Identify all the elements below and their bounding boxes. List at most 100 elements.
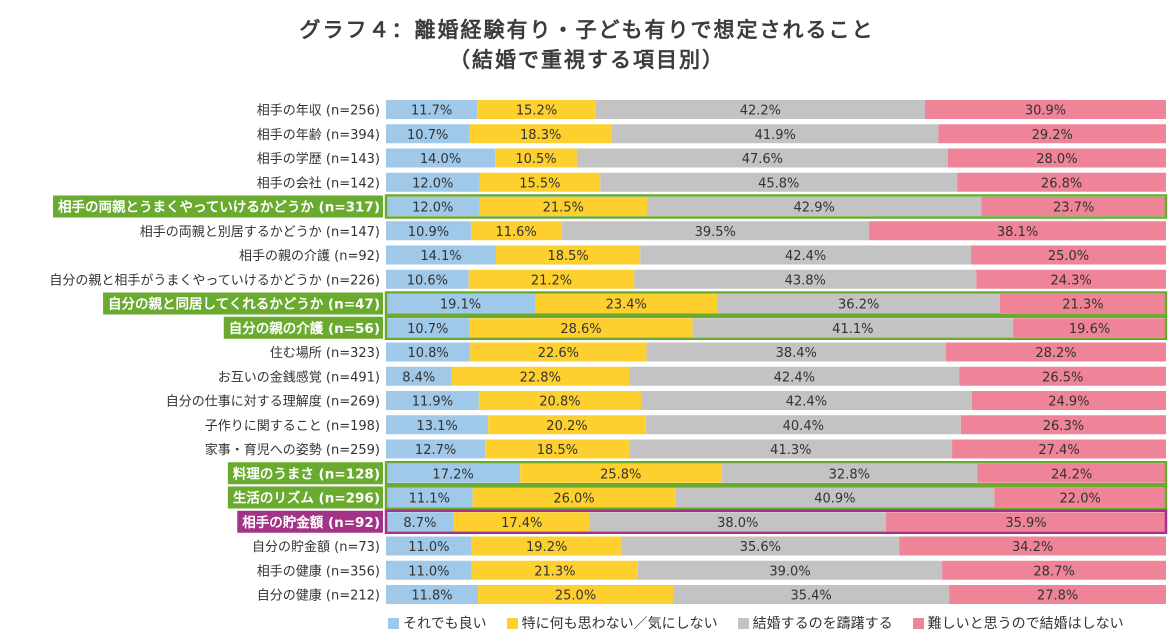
bar-segment (479, 172, 601, 192)
data-label: 25.8% (600, 467, 641, 482)
data-label: 26.5% (1042, 370, 1083, 385)
chart-legend: それでも良い 特に何も思わない／気にしない 結婚するのを躊躇する 難しいと思うの… (388, 613, 1124, 633)
data-label: 12.7% (415, 443, 456, 458)
bar-segment (386, 366, 452, 386)
data-label: 17.4% (501, 516, 542, 531)
bar-segment (561, 221, 870, 241)
bar-segment (885, 512, 1166, 532)
legend-label-3: 難しいと思うので結婚はしない (927, 616, 1124, 632)
category-label: 相手の会社 (n=142) (257, 175, 380, 191)
bar-segment (386, 439, 486, 459)
data-label: 28.6% (560, 322, 601, 337)
category-label: 相手の親の介護 (n=92) (239, 248, 380, 264)
bar-segment (534, 294, 718, 313)
bar-segment (386, 172, 480, 192)
category-highlight (103, 292, 383, 315)
bar-segment (520, 463, 722, 483)
data-label: 11.8% (411, 589, 452, 604)
data-label: 42.4% (785, 249, 826, 264)
bar-segment (621, 536, 900, 556)
bar-segment (386, 536, 472, 556)
data-label: 8.4% (402, 370, 435, 385)
chart-title: グラフ４：離婚経験有り・子ども有りで想定されること (299, 18, 875, 42)
data-label: 24.2% (1051, 467, 1092, 482)
bar-segment (949, 585, 1166, 604)
data-label: 29.2% (1032, 128, 1073, 143)
bar-segment (386, 269, 469, 289)
data-label: 42.4% (774, 370, 815, 385)
data-label: 40.9% (814, 492, 855, 507)
data-label: 14.1% (420, 249, 461, 264)
category-label: 子作りに関すること (n=198) (205, 419, 380, 434)
bar-segment (479, 197, 648, 216)
data-label: 30.9% (1025, 104, 1066, 119)
data-label: 21.3% (1062, 298, 1103, 313)
bar-segment (869, 221, 1166, 241)
bar-segment (959, 366, 1166, 386)
bar-segment (471, 536, 622, 556)
bar-segment (640, 245, 971, 265)
bar-segment (942, 560, 1166, 580)
legend-item-2: 結婚するのを躊躇する (737, 613, 893, 633)
category-label: 相手の年収 (n=256) (257, 104, 380, 119)
data-label: 12.0% (412, 176, 453, 191)
data-label: 18.5% (547, 249, 588, 264)
bar-segment (495, 245, 641, 265)
data-label: 41.1% (832, 322, 873, 337)
bar-segment (645, 415, 961, 435)
data-label: 26.8% (1041, 176, 1082, 191)
bar-segment (641, 391, 972, 410)
data-label: 47.6% (742, 152, 783, 167)
bar-segment (1013, 318, 1166, 338)
data-label: 22.6% (538, 346, 579, 361)
data-label: 35.6% (740, 540, 781, 555)
bar-segment (646, 342, 947, 362)
bar-segment (386, 294, 535, 313)
data-label: 21.3% (534, 564, 575, 579)
category-label: 家事・育児への姿勢 (n=259) (205, 442, 380, 458)
bar-segment (386, 512, 454, 532)
legend-item-3: 難しいと思うので結婚はしない (912, 613, 1124, 633)
data-label: 10.7% (407, 128, 448, 143)
data-label: 35.4% (790, 589, 831, 604)
data-label: 28.2% (1035, 346, 1076, 361)
bar-segment (386, 342, 471, 362)
category-label: 住む場所 (n=323) (270, 346, 380, 361)
bar-segment (386, 585, 479, 604)
legend-swatch-3 (912, 617, 924, 629)
bar-segment (386, 245, 496, 265)
bar-segment (634, 269, 977, 289)
category-label: 自分の仕事に対する理解度 (n=269) (166, 394, 380, 410)
category-label: 自分の貯金額 (n=73) (252, 539, 380, 555)
legend-swatch-2 (737, 617, 749, 629)
data-label: 19.1% (440, 298, 481, 313)
bar-segment (924, 100, 1166, 119)
data-label: 34.2% (1012, 540, 1053, 555)
bar-segment (977, 463, 1166, 483)
category-label: お互いの金銭感覚 (n=491) (218, 369, 380, 385)
bar-segment (589, 512, 886, 532)
bar-segment (600, 172, 958, 192)
data-label: 43.8% (785, 273, 826, 288)
data-label: 11.1% (409, 492, 450, 507)
bar-segment (453, 512, 590, 532)
bar-segment (478, 585, 674, 604)
category-highlight (237, 510, 383, 533)
data-label: 13.1% (416, 419, 457, 434)
bar-segment (675, 488, 995, 507)
bar-segment (485, 439, 630, 459)
data-label: 10.5% (515, 152, 556, 167)
data-label: 25.0% (555, 589, 596, 604)
data-label: 26.0% (553, 492, 594, 507)
data-label: 27.8% (1037, 589, 1078, 604)
bar-segment (470, 221, 562, 241)
data-label: 20.2% (546, 419, 587, 434)
data-label: 39.0% (769, 564, 810, 579)
data-label: 12.0% (412, 201, 453, 216)
category-label: 相手の健康 (n=356) (257, 563, 380, 579)
bar-segment (629, 439, 953, 459)
data-label: 11.6% (495, 225, 536, 240)
bar-segment (386, 221, 471, 241)
data-label: 32.8% (829, 467, 870, 482)
bar-segment (899, 536, 1166, 556)
